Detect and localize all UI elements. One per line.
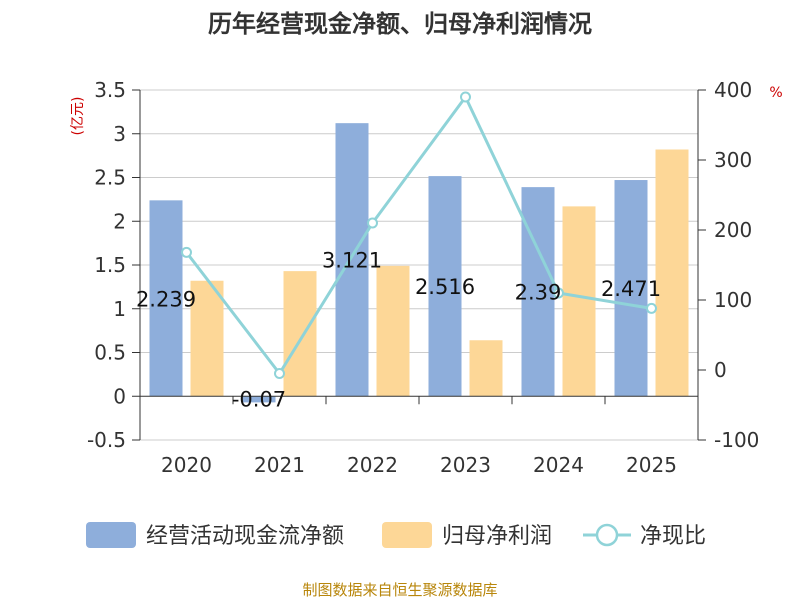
axes: 3.5 3 2.5 2 1.5 1 0.5 0 -0.5 400 300 200 100 0 -100 202…: [87, 78, 759, 477]
legend: 经营活动现金流净额 归母净利润 净现比: [86, 522, 706, 549]
gridlines: [140, 89, 698, 441]
chart-title: 历年经营现金净额、归母净利润情况: [208, 10, 592, 38]
cashflow-bar: [614, 180, 648, 397]
ratio-point: [553, 287, 564, 299]
x-axis-tick: 2022: [347, 453, 398, 477]
profit-bar: [283, 271, 317, 397]
data-labels: 2.239 -0.07 3.121 2.516 2.39 2.471: [136, 249, 661, 412]
left-axis-tick: 3: [113, 122, 126, 146]
cashflow-data-label: 2.471: [601, 277, 661, 301]
x-axis-tick: 2021: [254, 453, 305, 477]
left-axis-tick: 3.5: [94, 78, 126, 102]
profit-bar: [376, 265, 410, 397]
legend-swatch-profit: [382, 522, 432, 548]
cashflow-bar: [149, 200, 183, 397]
cashflow-data-label: 3.121: [322, 249, 382, 273]
x-axis-tick: 2025: [626, 453, 677, 477]
bar-marks: [149, 123, 689, 403]
cashflow-data-label: -0.07: [232, 387, 286, 411]
ratio-point: [367, 217, 378, 229]
left-axis-tick: 0.5: [94, 341, 126, 365]
left-axis-unit: (亿元): [70, 97, 86, 136]
cashflow-data-label: 2.239: [136, 287, 196, 311]
right-axis-tick: 0: [714, 358, 727, 382]
left-axis-tick: -0.5: [87, 428, 126, 452]
cashflow-bar: [335, 123, 369, 397]
left-axis-tick: 1: [113, 297, 126, 321]
left-axis-tick: 2: [113, 209, 126, 233]
left-axis-tick: 2.5: [94, 166, 126, 190]
right-axis-tick: -100: [714, 428, 759, 452]
x-axis-tick: 2024: [533, 453, 584, 477]
ratio-point: [181, 246, 192, 258]
right-axis-unit: %: [769, 85, 782, 101]
ratio-point: [274, 368, 285, 379]
legend-swatch-cashflow: [86, 522, 136, 548]
left-axis-tick: 0: [113, 384, 126, 408]
legend-marker-ratio: [595, 523, 619, 547]
profit-bar: [655, 149, 689, 397]
cashflow-bar: [521, 187, 555, 397]
cashflow-bar: [428, 176, 462, 397]
profit-bar: [190, 280, 224, 397]
profit-bar: [562, 206, 596, 397]
profit-bar: [469, 340, 503, 397]
ratio-line-path: [185, 94, 652, 377]
ratio-point: [460, 91, 471, 103]
source-note: 制图数据来自恒生聚源数据库: [302, 581, 497, 599]
cashflow-data-label: 2.516: [415, 275, 475, 299]
legend-label-cashflow: 经营活动现金流净额: [146, 524, 344, 549]
right-axis-tick: 100: [714, 288, 752, 312]
cashflow-data-label: 2.39: [515, 281, 562, 305]
legend-label-ratio: 净现比: [640, 524, 706, 549]
ratio-line: [181, 91, 657, 379]
right-axis-tick: 300: [714, 148, 752, 172]
ratio-point: [646, 302, 657, 314]
x-axis-tick: 2020: [161, 453, 212, 477]
legend-label-profit: 归母净利润: [442, 524, 552, 549]
cashflow-bar: [242, 396, 276, 403]
x-axis-tick: 2023: [440, 453, 491, 477]
left-axis-tick: 1.5: [94, 253, 126, 277]
right-axis-tick: 400: [714, 78, 752, 102]
right-axis-tick: 200: [714, 218, 752, 242]
